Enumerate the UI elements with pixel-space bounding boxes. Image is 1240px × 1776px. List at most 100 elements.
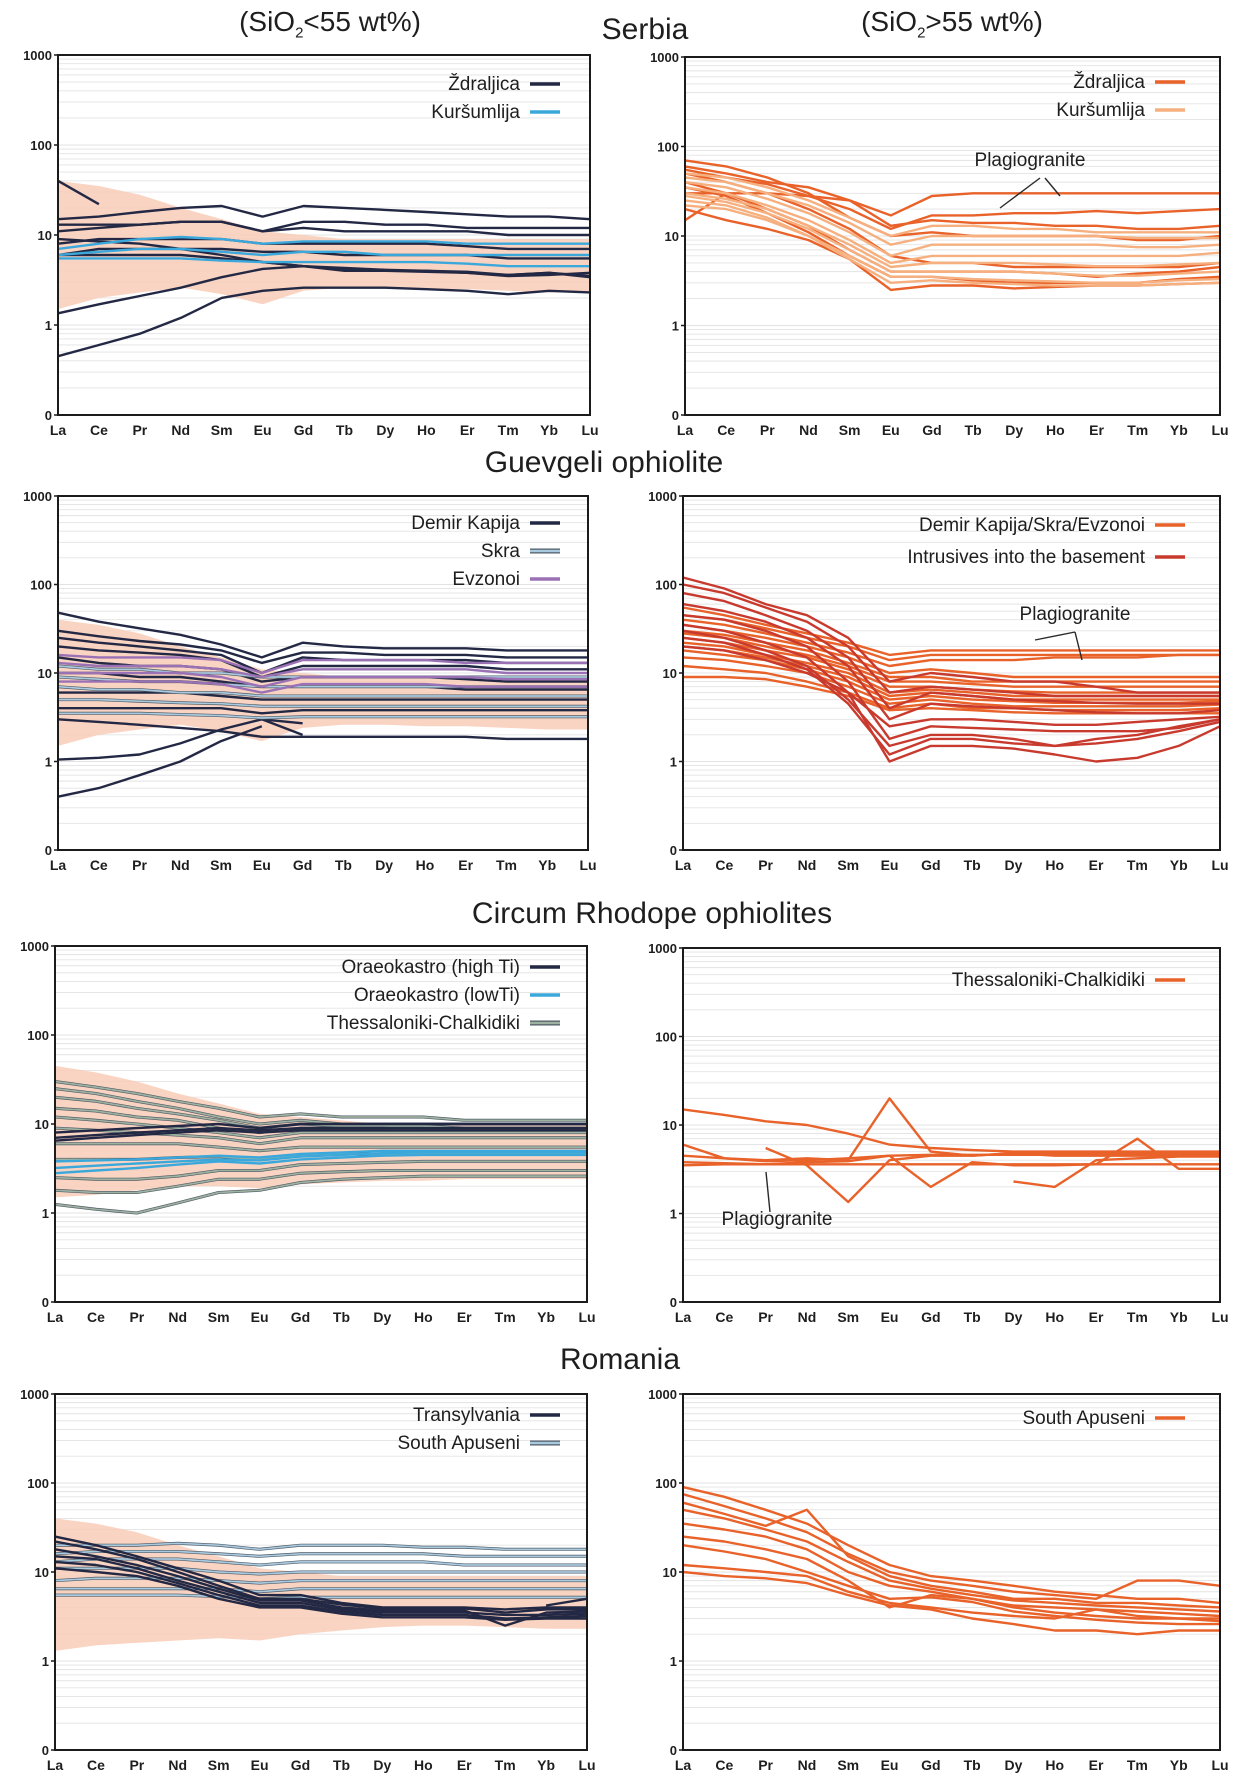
x-tick-label: Ce [717,422,735,438]
x-tick-label: Tm [498,422,519,438]
x-tick-label: Eu [251,1309,269,1325]
series-line [682,1522,1221,1618]
x-tick-label: Eu [881,857,899,873]
y-tick-label: 0 [42,1295,49,1310]
y-tick-label: 1 [45,755,52,770]
legend-label: Evzonoi [452,569,520,590]
x-tick-label: Dy [375,857,393,873]
y-tick-label: 1000 [23,489,52,504]
y-tick-label: 1000 [648,1387,677,1402]
series-line [684,186,1221,265]
legend-label: Thessaloniki-Chalkidiki [327,1013,520,1034]
series-line [682,1563,1221,1623]
legend: Oraeokastro (high Ti) Oraeokastro (lowTi)… [327,957,560,1034]
series-line [545,1597,588,1607]
x-tick-label: Gd [921,857,940,873]
x-tick-label: Ho [1045,1757,1064,1773]
y-tick-label: 10 [35,1117,49,1132]
series-line [54,1126,587,1139]
annotation-pointer [1074,631,1083,661]
series-line [682,606,1220,657]
x-tick-label: Nd [798,1757,817,1773]
series-line [682,614,1220,662]
series-line [54,1550,587,1558]
series-line [55,1142,587,1152]
x-tick-label: Ce [715,1309,733,1325]
x-tick-label: Sm [208,1309,230,1325]
series-line [58,257,590,268]
x-tick-label: Ce [715,857,733,873]
x-tick-label: Yb [1170,1757,1188,1773]
series-line [682,618,1220,668]
annotation-pointer [765,1171,771,1213]
series-line [57,247,590,257]
y-tick-label: 0 [42,1743,49,1758]
x-tick-label: Yb [1170,1309,1188,1325]
section-title-circum-rhodope: Circum Rhodope ophiolites [471,897,833,930]
series-line [54,1548,588,1627]
series-line [682,656,1221,708]
chart-rhodope-right: 0 1 10 100 1000 La Ce Pr Nd Sm Eu Gd Tb Dy Ho Er Tm Yb Lu T… [648,941,1228,1325]
chart-serbia-right: 0 1 10 100 1000 La Ce Pr Nd Sm Eu Gd Tb Dy Ho Er Tm Yb Lu Ž… [650,50,1228,438]
x-tick-label: Dy [1005,1309,1023,1325]
legend-label: Kuršumlija [431,102,520,123]
annotation-pointer [1044,177,1061,197]
x-tick-label: Dy [1005,422,1023,438]
y-tick-label: 1 [670,755,677,770]
x-tick-label: Pr [132,422,147,438]
x-tick-label: Gd [291,1309,310,1325]
legend: Ždraljica Kuršumlija [1056,71,1185,121]
y-tick-label: 100 [27,1476,49,1491]
x-tick-label: Eu [881,1757,899,1773]
series-line [54,1567,587,1621]
series-line [57,179,100,206]
series-line [57,645,588,679]
x-tick-label: Ho [414,1309,433,1325]
x-tick-label: Tm [1127,422,1148,438]
x-tick-label: La [675,1757,692,1773]
legend-label: South Apuseni [1022,1408,1145,1429]
x-tick-label: Tm [495,1757,516,1773]
series-line [54,1122,587,1134]
series-line [57,661,588,679]
x-tick-label: Eu [881,1309,899,1325]
y-tick-label: 100 [657,140,679,155]
x-tick-label: Lu [581,422,598,438]
series-line [684,194,1221,277]
y-tick-label: 0 [670,843,677,858]
series-line [54,1555,588,1617]
series-line [58,707,588,715]
y-tick-label: 10 [38,666,52,681]
x-tick-label: Eu [253,857,271,873]
legend-label: Intrusives into the basement [907,547,1145,568]
x-tick-label: Dy [373,1309,391,1325]
series-line [54,1129,587,1142]
series-line [54,1160,587,1181]
series-line [54,1535,587,1611]
x-tick-label: Er [458,857,473,873]
x-tick-label: Ce [715,1757,733,1773]
column-title-right: (SiO2>55 wt%) [861,6,1043,42]
x-tick-label: Nd [799,422,818,438]
series-line [261,718,304,737]
x-tick-label: Ho [417,422,436,438]
series-line [57,286,591,358]
legend-label: Transylvania [413,1405,520,1426]
series-line [682,1544,1220,1626]
legend: Demir Kapija Skra Evzonoi [411,513,560,590]
y-tick-label: 1 [670,1207,677,1222]
y-tick-label: 100 [655,1476,677,1491]
y-tick-label: 100 [30,578,52,593]
series-line [54,1153,587,1175]
series-line [1013,1155,1220,1189]
x-tick-label: Ho [414,1757,433,1773]
series-line [682,623,1221,763]
annotation-plagiogranite: Plagiogranite [975,150,1086,171]
x-tick-label: Lu [1211,1309,1228,1325]
x-tick-label: Nd [798,857,817,873]
x-tick-label: Yb [1170,857,1188,873]
series-line [682,1570,1220,1636]
series-line [684,204,1221,287]
series-line [54,1116,587,1139]
x-tick-label: Nd [171,422,190,438]
